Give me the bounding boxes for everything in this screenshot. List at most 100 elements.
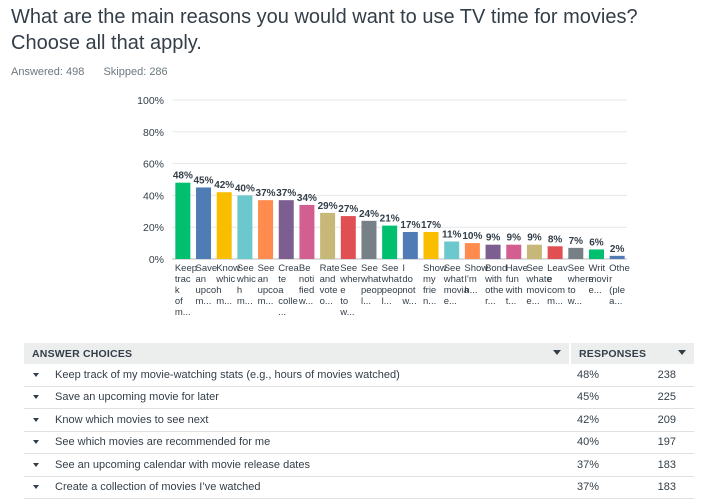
x-tick-label: w...: [401, 296, 416, 307]
answer-choice-label: Create a collection of movies I’ve watch…: [55, 481, 261, 494]
table-row[interactable]: Save an upcoming movie for later 45% 225: [24, 387, 694, 409]
x-tick-label: do: [402, 274, 413, 285]
x-tick-label: with: [505, 285, 523, 296]
sort-responses-icon[interactable]: [678, 350, 686, 355]
bar[interactable]: [444, 241, 460, 259]
x-tick-label: w...: [298, 296, 313, 307]
answer-choice-cell: See an upcoming calendar with movie rele…: [24, 459, 569, 471]
bar[interactable]: [382, 225, 398, 259]
expand-caret-icon[interactable]: [33, 462, 39, 467]
bar[interactable]: [278, 200, 294, 259]
x-tick-label: t...: [506, 296, 517, 307]
bar[interactable]: [299, 204, 315, 259]
expand-caret-icon[interactable]: [33, 372, 39, 377]
responses-table: ANSWER CHOICES RESPONSES Keep track of m…: [24, 343, 694, 499]
x-tick-label: r...: [485, 296, 496, 307]
answer-choice-cell: Save an upcoming movie for later: [24, 391, 569, 403]
x-tick-label: te: [278, 274, 286, 285]
x-tick-label: l...: [382, 296, 392, 307]
bar[interactable]: [320, 212, 336, 259]
bar[interactable]: [547, 246, 563, 259]
x-tick-label: See: [444, 263, 461, 274]
bar-value-label: 21%: [380, 214, 400, 225]
bar-value-label: 9%: [486, 233, 501, 244]
x-tick-label: e: [340, 285, 345, 296]
bar[interactable]: [609, 255, 625, 259]
answer-choice-label: Know which movies to see next: [55, 413, 209, 426]
x-tick-label: n...: [423, 296, 436, 307]
bar[interactable]: [258, 200, 274, 259]
expand-caret-icon[interactable]: [33, 485, 39, 490]
bar-value-label: 10%: [462, 231, 482, 242]
x-tick-label: a...: [609, 296, 622, 307]
x-tick-label: See: [382, 263, 399, 274]
bar[interactable]: [196, 187, 212, 259]
table-row[interactable]: Keep track of my movie-watching stats (e…: [24, 364, 694, 387]
table-row[interactable]: See which movies are recommended for me 4…: [24, 432, 694, 454]
x-tick-label: com: [547, 285, 565, 296]
x-tick-label: frie: [423, 285, 436, 296]
bar[interactable]: [423, 231, 439, 259]
x-tick-label: vote: [320, 285, 338, 296]
x-tick-label: e...: [588, 285, 601, 296]
x-tick-label: my: [423, 274, 436, 285]
x-tick-label: I'm: [464, 274, 476, 285]
bar[interactable]: [506, 244, 522, 259]
sort-choices-icon[interactable]: [553, 350, 561, 355]
x-tick-label: othe: [485, 285, 504, 296]
x-tick-label: movi: [526, 285, 546, 296]
y-tick-label: 40%: [143, 190, 164, 202]
bar-value-label: 37%: [276, 188, 296, 199]
x-tick-label: peop: [361, 285, 382, 296]
answer-choice-cell: Know which movies to see next: [24, 414, 569, 426]
responses-header[interactable]: RESPONSES: [569, 343, 694, 364]
x-tick-label: k: [175, 285, 180, 296]
bar-value-label: 2%: [610, 244, 625, 255]
bar[interactable]: [361, 220, 377, 259]
answer-choice-label: Keep track of my movie-watching stats (e…: [55, 368, 400, 381]
bar-value-label: 9%: [507, 233, 522, 244]
response-percent: 42%: [577, 413, 600, 426]
y-tick-label: 60%: [143, 159, 164, 171]
bar-value-label: 40%: [235, 183, 255, 194]
response-count: 225: [657, 391, 676, 404]
bar[interactable]: [216, 192, 232, 259]
bar[interactable]: [340, 216, 356, 259]
x-tick-label: h: [216, 285, 221, 296]
answer-choice-cell: Create a collection of movies I’ve watch…: [24, 481, 569, 493]
x-tick-label: Keep: [175, 263, 197, 274]
x-tick-label: See: [340, 263, 357, 274]
answer-choice-label: See which movies are recommended for me: [55, 436, 271, 449]
table-body: Keep track of my movie-watching stats (e…: [24, 364, 694, 499]
bar-value-label: 9%: [527, 233, 542, 244]
response-percent: 37%: [577, 458, 600, 471]
x-tick-label: e...: [526, 296, 539, 307]
x-tick-label: wher: [339, 274, 361, 285]
table-row[interactable]: Create a collection of movies I’ve watch…: [24, 477, 694, 499]
bar-value-label: 27%: [338, 204, 358, 215]
expand-caret-icon[interactable]: [33, 395, 39, 400]
x-tick-label: noti: [299, 274, 314, 285]
expand-caret-icon[interactable]: [33, 440, 39, 445]
table-row[interactable]: See an upcoming calendar with movie rele…: [24, 454, 694, 477]
bar-value-label: 37%: [256, 188, 276, 199]
x-tick-label: peop: [382, 285, 403, 296]
bar[interactable]: [526, 244, 542, 259]
bar[interactable]: [175, 182, 191, 259]
x-tick-label: e...: [444, 296, 457, 307]
expand-caret-icon[interactable]: [33, 417, 39, 422]
bar[interactable]: [402, 231, 418, 259]
bar[interactable]: [485, 244, 501, 259]
bar[interactable]: [237, 195, 253, 259]
x-tick-label: Have: [506, 263, 528, 274]
x-tick-label: h: [237, 285, 242, 296]
bar-value-label: 11%: [442, 230, 462, 241]
response-percent: 48%: [577, 368, 600, 381]
bar-value-label: 17%: [400, 220, 420, 231]
bar[interactable]: [568, 247, 584, 259]
bar[interactable]: [588, 249, 604, 259]
answer-choices-header[interactable]: ANSWER CHOICES: [24, 343, 569, 364]
bar-value-label: 45%: [194, 175, 214, 186]
table-row[interactable]: Know which movies to see next 42% 209: [24, 409, 694, 432]
bar[interactable]: [464, 243, 480, 259]
